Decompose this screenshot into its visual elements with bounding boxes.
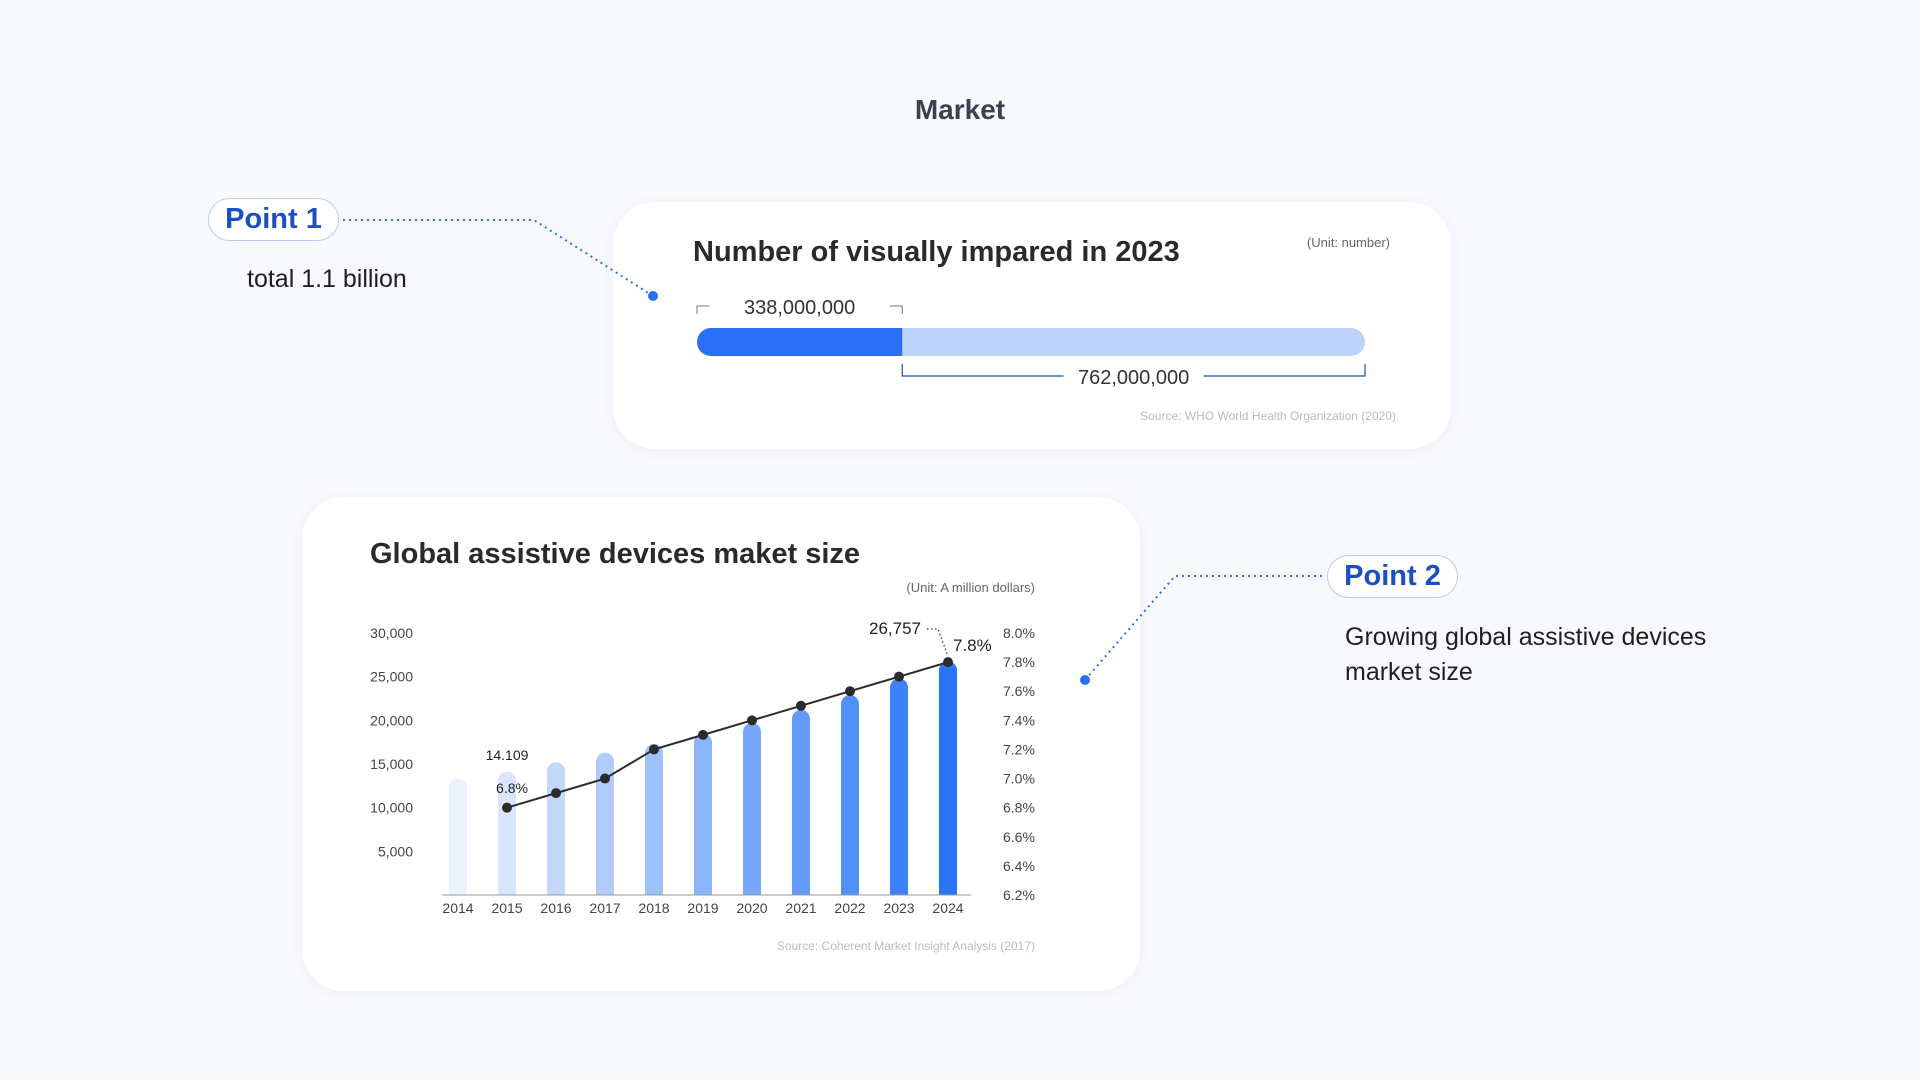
point-2-dot <box>1080 675 1090 685</box>
right-axis-tick: 6.2% <box>1003 887 1035 903</box>
growth-point <box>502 802 512 813</box>
bar-2014 <box>449 778 467 895</box>
point-2-text: Growing global assistive devices market … <box>1345 620 1706 690</box>
point-1-text: total 1.1 billion <box>247 265 407 293</box>
x-axis-tick: 2020 <box>736 900 767 916</box>
bar-segment-1 <box>697 328 903 356</box>
segment-2-bracket <box>901 364 1366 377</box>
point-2-badge: Point 2 <box>1327 555 1458 598</box>
right-axis-tick: 7.6% <box>1003 683 1035 699</box>
bar-2020 <box>743 722 761 895</box>
x-axis-tick: 2018 <box>638 900 669 916</box>
segment-2-label: 762,000,000 <box>1078 367 1189 389</box>
card2-title: Global assistive devices maket size <box>370 538 861 570</box>
bar-2019 <box>694 733 712 895</box>
growth-point <box>845 686 855 697</box>
bar-2021 <box>792 709 810 895</box>
growth-point <box>894 671 904 682</box>
bar-2024 <box>939 661 957 895</box>
annotation-line-2015: 6.8% <box>496 780 528 796</box>
x-axis-tick: 2023 <box>883 900 914 916</box>
bar-2022 <box>841 695 859 895</box>
card1-title: Number of visually impared in 2023 <box>693 236 1180 268</box>
bar-2023 <box>890 678 908 895</box>
left-axis-tick: 10,000 <box>370 800 413 816</box>
visually-impaired-card <box>613 202 1451 449</box>
right-axis-tick: 7.0% <box>1003 771 1035 787</box>
page-title: Market <box>914 94 1006 125</box>
x-axis-tick: 2019 <box>687 900 718 916</box>
right-axis-tick: 6.4% <box>1003 858 1035 874</box>
right-axis-tick: 6.8% <box>1003 800 1035 816</box>
point-1-badge: Point 1 <box>208 198 339 241</box>
card1-source: Source: WHO World Health Organization (2… <box>1140 409 1396 423</box>
annotation-bar-2015: 14.109 <box>486 747 529 763</box>
left-axis-tick: 20,000 <box>370 712 413 728</box>
right-axis-tick: 7.8% <box>1003 654 1035 670</box>
left-axis-tick: 5,000 <box>378 843 413 859</box>
annotation-bar-2024: 26,757 <box>869 619 921 638</box>
bar-2018 <box>645 743 663 895</box>
market-size-card <box>302 497 1140 991</box>
x-axis-tick: 2016 <box>540 900 571 916</box>
x-axis-tick: 2024 <box>932 900 963 916</box>
card2-source: Source: Coherent Market Insight Analysis… <box>776 939 1035 953</box>
point-1-connector <box>343 219 654 297</box>
segment-1-bracket <box>696 305 903 314</box>
x-axis-tick: 2017 <box>589 900 620 916</box>
segment-1-label: 338,000,000 <box>744 297 855 319</box>
left-axis-tick: 25,000 <box>370 669 413 685</box>
growth-line <box>506 661 949 809</box>
bar-2016 <box>547 762 565 895</box>
bar-2017 <box>596 752 614 895</box>
annotation-leader <box>927 628 949 657</box>
left-axis-tick: 15,000 <box>370 756 413 772</box>
right-axis-tick: 6.6% <box>1003 829 1035 845</box>
point-1-dot <box>648 291 658 301</box>
card1-unit: (Unit: number) <box>1306 235 1390 250</box>
x-axis-tick: 2022 <box>834 900 865 916</box>
right-axis-tick: 7.2% <box>1003 741 1035 757</box>
annotation-line-2024: 7.8% <box>953 636 992 655</box>
growth-point <box>796 700 806 711</box>
x-axis-tick: 2014 <box>442 900 473 916</box>
point-2-text-line1: Growing global assistive devices <box>1345 623 1707 651</box>
right-axis-tick: 7.4% <box>1003 712 1035 728</box>
bar-2015 <box>498 771 516 895</box>
right-axis-tick: 8.0% <box>1003 625 1035 641</box>
left-axis-tick: 30,000 <box>370 625 413 641</box>
growth-point <box>747 715 757 726</box>
growth-point <box>551 788 561 799</box>
point-2-connector <box>1084 575 1322 681</box>
growth-point <box>649 744 659 755</box>
card2-unit: (Unit: A million dollars) <box>906 580 1035 595</box>
point-2-text-line2: market size <box>1345 658 1473 686</box>
x-axis-tick: 2021 <box>785 900 816 916</box>
growth-point <box>600 773 610 784</box>
growth-point <box>698 729 708 740</box>
x-axis-tick: 2015 <box>491 900 522 916</box>
growth-point <box>943 657 953 668</box>
